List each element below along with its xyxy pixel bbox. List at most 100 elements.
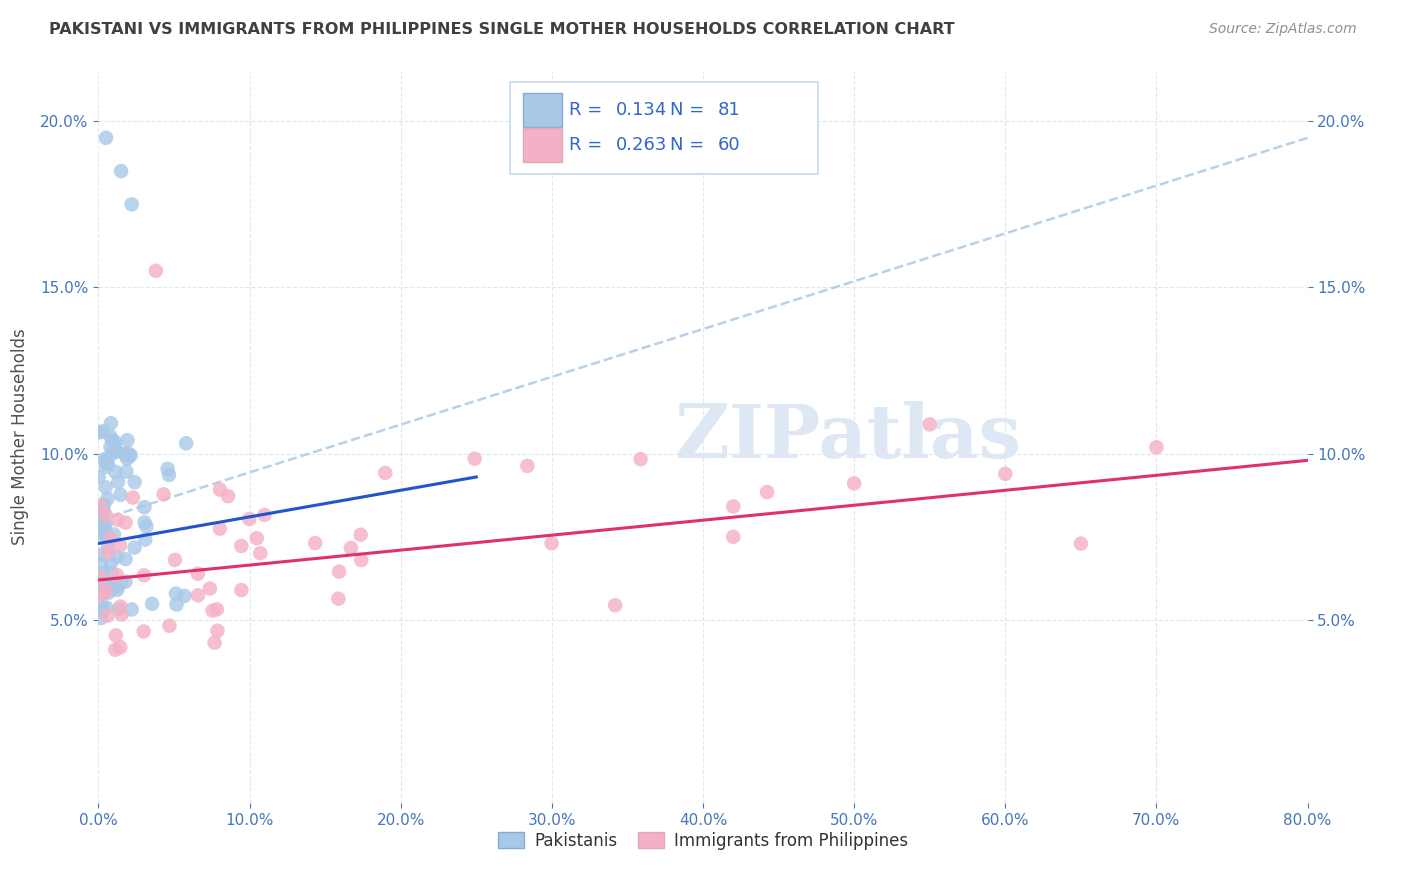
Point <box>107 602 129 616</box>
Point <box>93 585 115 599</box>
Point <box>217 489 239 503</box>
Point <box>157 467 180 482</box>
Point <box>89 508 111 523</box>
Point <box>994 467 1017 481</box>
FancyBboxPatch shape <box>509 82 818 174</box>
Point <box>94 578 117 592</box>
Point <box>208 483 231 497</box>
Point <box>94 516 117 531</box>
Y-axis label: Single Mother Households: Single Mother Households <box>11 329 30 545</box>
Text: R =: R = <box>569 101 607 120</box>
Point <box>90 588 112 602</box>
Point <box>328 591 350 606</box>
Point <box>91 520 114 534</box>
Point <box>94 579 117 593</box>
Point <box>96 579 118 593</box>
Point <box>94 508 117 523</box>
Point <box>173 589 195 603</box>
Point <box>93 452 115 467</box>
Point <box>115 451 138 466</box>
Point <box>1070 536 1092 550</box>
Point <box>96 527 118 541</box>
Point <box>96 491 118 506</box>
Point <box>238 512 260 526</box>
Point <box>540 536 562 550</box>
Point <box>1144 440 1167 454</box>
Point <box>91 424 114 438</box>
Point <box>135 519 157 533</box>
Point <box>105 568 128 582</box>
Point <box>723 530 745 544</box>
Point <box>104 628 127 642</box>
Point <box>918 417 941 432</box>
Point <box>350 553 373 567</box>
Point <box>94 459 117 474</box>
FancyBboxPatch shape <box>523 94 561 127</box>
Point <box>304 536 326 550</box>
Text: 60: 60 <box>717 136 740 154</box>
Point <box>114 552 136 566</box>
Point <box>89 499 111 513</box>
Point <box>844 476 866 491</box>
Text: PAKISTANI VS IMMIGRANTS FROM PHILIPPINES SINGLE MOTHER HOUSEHOLDS CORRELATION CH: PAKISTANI VS IMMIGRANTS FROM PHILIPPINES… <box>49 22 955 37</box>
Text: Source: ZipAtlas.com: Source: ZipAtlas.com <box>1209 22 1357 37</box>
FancyBboxPatch shape <box>523 128 561 162</box>
Point <box>94 583 117 598</box>
Point <box>110 488 132 502</box>
Point <box>104 435 127 450</box>
Point <box>97 545 120 559</box>
Point <box>187 566 209 581</box>
Point <box>253 508 276 522</box>
Text: 0.263: 0.263 <box>616 136 668 154</box>
Point <box>110 164 132 178</box>
Point <box>204 636 226 650</box>
Point <box>101 447 124 461</box>
Point <box>756 485 779 500</box>
Point <box>87 470 110 484</box>
Point <box>723 500 745 514</box>
Point <box>120 448 142 462</box>
Point <box>96 456 118 470</box>
Point <box>89 503 111 517</box>
Text: N =: N = <box>671 101 710 120</box>
Point <box>100 429 122 443</box>
Point <box>134 533 156 547</box>
Point <box>145 264 167 278</box>
Point <box>187 588 209 602</box>
Point <box>198 582 221 596</box>
Point <box>100 566 122 580</box>
Point <box>90 524 112 539</box>
Point <box>166 598 188 612</box>
Point <box>105 582 128 597</box>
Point <box>603 599 626 613</box>
Point <box>91 604 114 618</box>
Point <box>165 586 187 600</box>
Point <box>105 444 128 458</box>
Point <box>104 442 127 456</box>
Point <box>96 608 118 623</box>
Point <box>97 457 120 471</box>
Point <box>464 451 486 466</box>
Text: ZIPatlas: ZIPatlas <box>675 401 1022 474</box>
Point <box>630 452 652 467</box>
Point <box>516 458 538 473</box>
Point <box>100 556 122 570</box>
Point <box>132 568 155 582</box>
Point <box>152 487 174 501</box>
Point <box>118 449 141 463</box>
Point <box>207 624 229 638</box>
Point <box>108 539 131 553</box>
Point <box>134 516 156 530</box>
Point <box>156 462 179 476</box>
Point <box>94 480 117 494</box>
Point <box>374 466 396 480</box>
Point <box>115 465 138 479</box>
Point <box>89 425 111 440</box>
Point <box>114 516 136 530</box>
Point <box>205 602 228 616</box>
Point <box>104 465 127 479</box>
Point <box>208 522 231 536</box>
Text: N =: N = <box>671 136 710 154</box>
Text: 81: 81 <box>717 101 741 120</box>
Text: 0.134: 0.134 <box>616 101 668 120</box>
